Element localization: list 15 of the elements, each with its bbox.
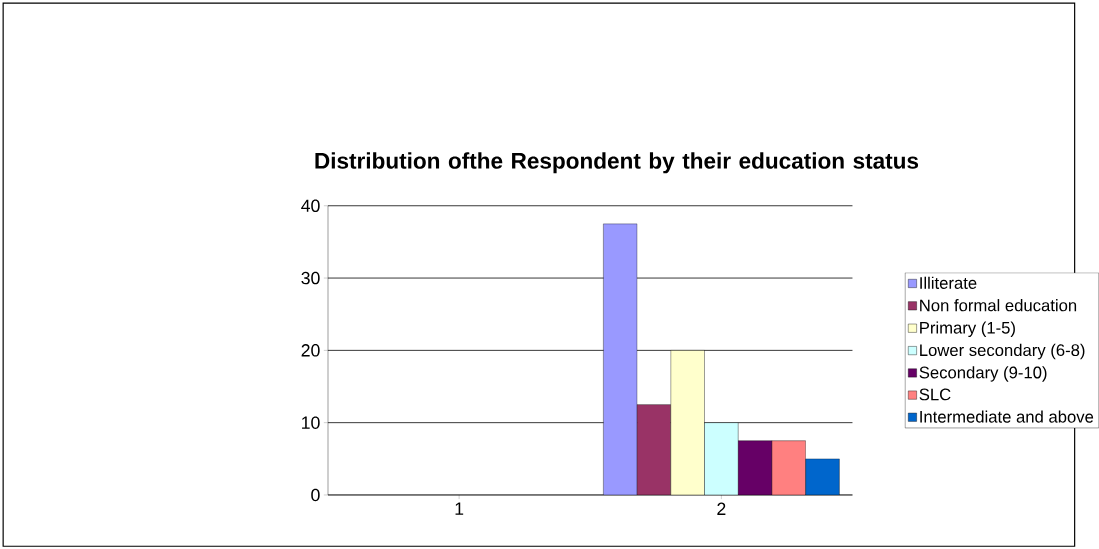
y-tick-label: 0: [311, 488, 320, 502]
y-tick-label: 10: [302, 416, 320, 429]
y-tick-label: 20: [301, 343, 320, 357]
legend-label: Lower secondary (6-8): [920, 343, 1085, 360]
legend-label: Primary (1-5): [920, 321, 1015, 337]
x-tick-label: 1: [455, 502, 464, 515]
x-tick-label: 2: [717, 502, 726, 515]
legend-label: Illiterate: [920, 276, 977, 289]
legend-label: SLC: [919, 388, 951, 401]
legend-label: Intermediate and above: [920, 410, 1094, 423]
legend-label: Secondary (9-10): [919, 365, 1047, 382]
legend-label: Non formal education: [920, 298, 1077, 312]
y-tick-label: 40: [301, 199, 320, 212]
chart-title: Distribution ofthe Respondent by their education status: [315, 152, 919, 174]
y-tick-label: 30: [301, 271, 320, 285]
